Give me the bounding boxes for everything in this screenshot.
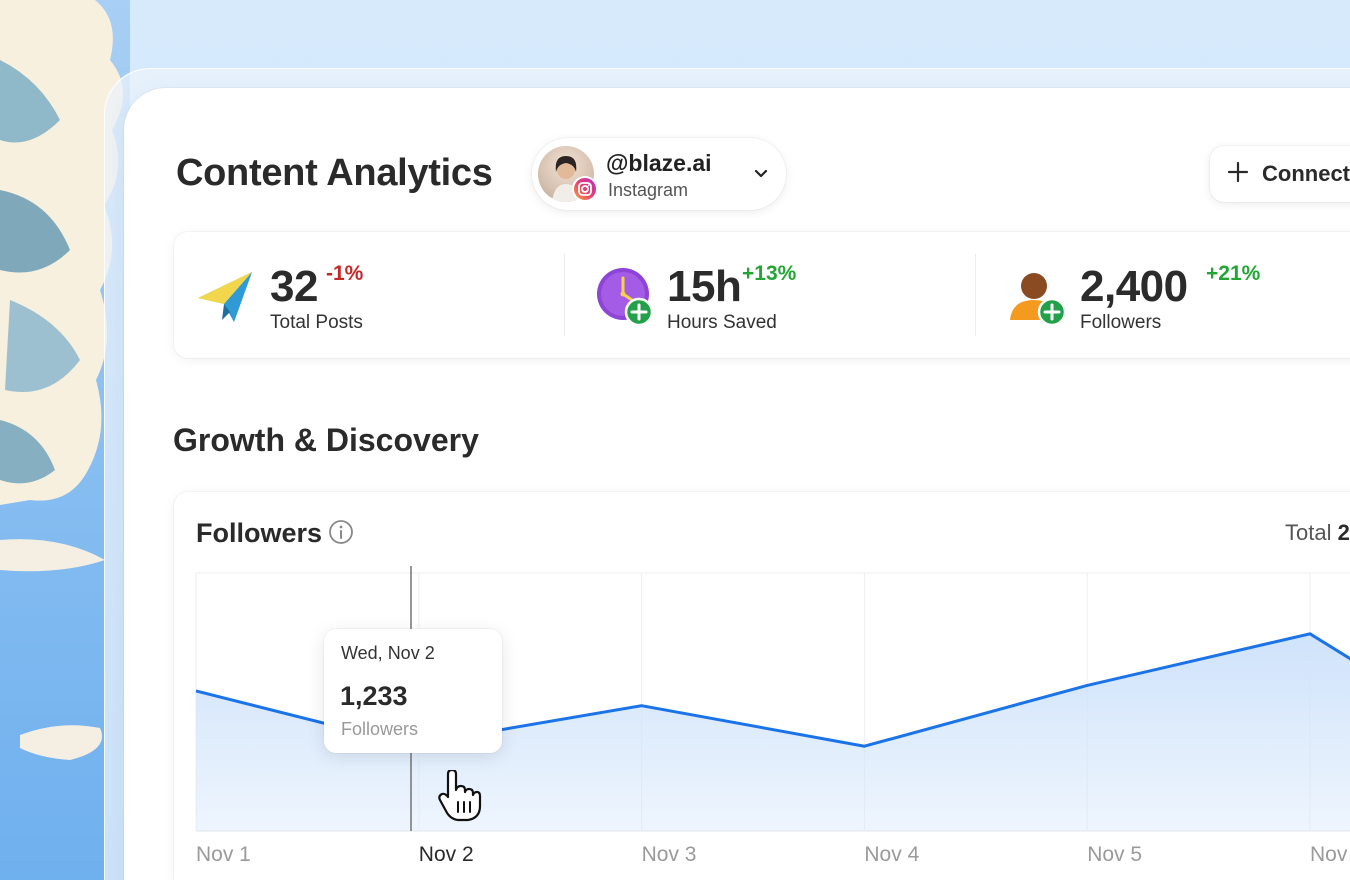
chart-tooltip: Wed, Nov 2 1,233 Followers	[324, 629, 502, 753]
divider	[975, 254, 976, 336]
page-title: Content Analytics	[176, 152, 493, 194]
info-icon[interactable]	[328, 519, 354, 545]
total-value: 2	[1337, 520, 1350, 545]
chevron-down-icon	[754, 169, 768, 178]
stat-delta: +13%	[742, 262, 797, 285]
stat-label: Followers	[1080, 312, 1162, 333]
connect-label: Connect	[1262, 161, 1350, 186]
chart-title: Followers	[196, 518, 323, 548]
plus-icon	[1227, 161, 1249, 183]
cloud-illustration	[0, 0, 124, 760]
stat-value: 32	[270, 262, 318, 311]
clock-plus-icon	[597, 268, 654, 327]
stat-delta: -1%	[326, 262, 364, 285]
connect-button[interactable]: Connect	[1210, 146, 1350, 202]
stat-total-posts: 32 -1% Total Posts	[174, 232, 564, 358]
stat-hours-saved: 15h +13% Hours Saved	[565, 232, 975, 358]
account-selector[interactable]: @blaze.ai Instagram	[532, 138, 786, 210]
stat-value: 2,400	[1080, 262, 1188, 311]
stat-value: 15h	[667, 262, 742, 311]
stat-delta: +21%	[1206, 262, 1261, 285]
divider	[564, 254, 565, 336]
person-plus-icon	[1010, 273, 1067, 327]
paper-plane-icon	[198, 272, 252, 322]
chart-total: Total 2	[1285, 520, 1350, 546]
instagram-icon	[572, 176, 598, 202]
account-platform: Instagram	[608, 180, 689, 200]
stat-label: Hours Saved	[667, 312, 777, 333]
total-label: Total	[1285, 520, 1332, 545]
hand-cursor-icon	[438, 770, 482, 822]
tooltip-label: Followers	[341, 719, 419, 739]
tooltip-date: Wed, Nov 2	[341, 643, 435, 663]
stats-bar: 32 -1% Total Posts 15h +13% Hours Saved …	[174, 232, 1350, 358]
stat-followers: 2,400 +21% Followers	[976, 232, 1350, 358]
section-title: Growth & Discovery	[173, 422, 479, 458]
stat-label: Total Posts	[270, 312, 363, 333]
account-handle: @blaze.ai	[606, 150, 712, 176]
tooltip-value: 1,233	[340, 681, 408, 711]
